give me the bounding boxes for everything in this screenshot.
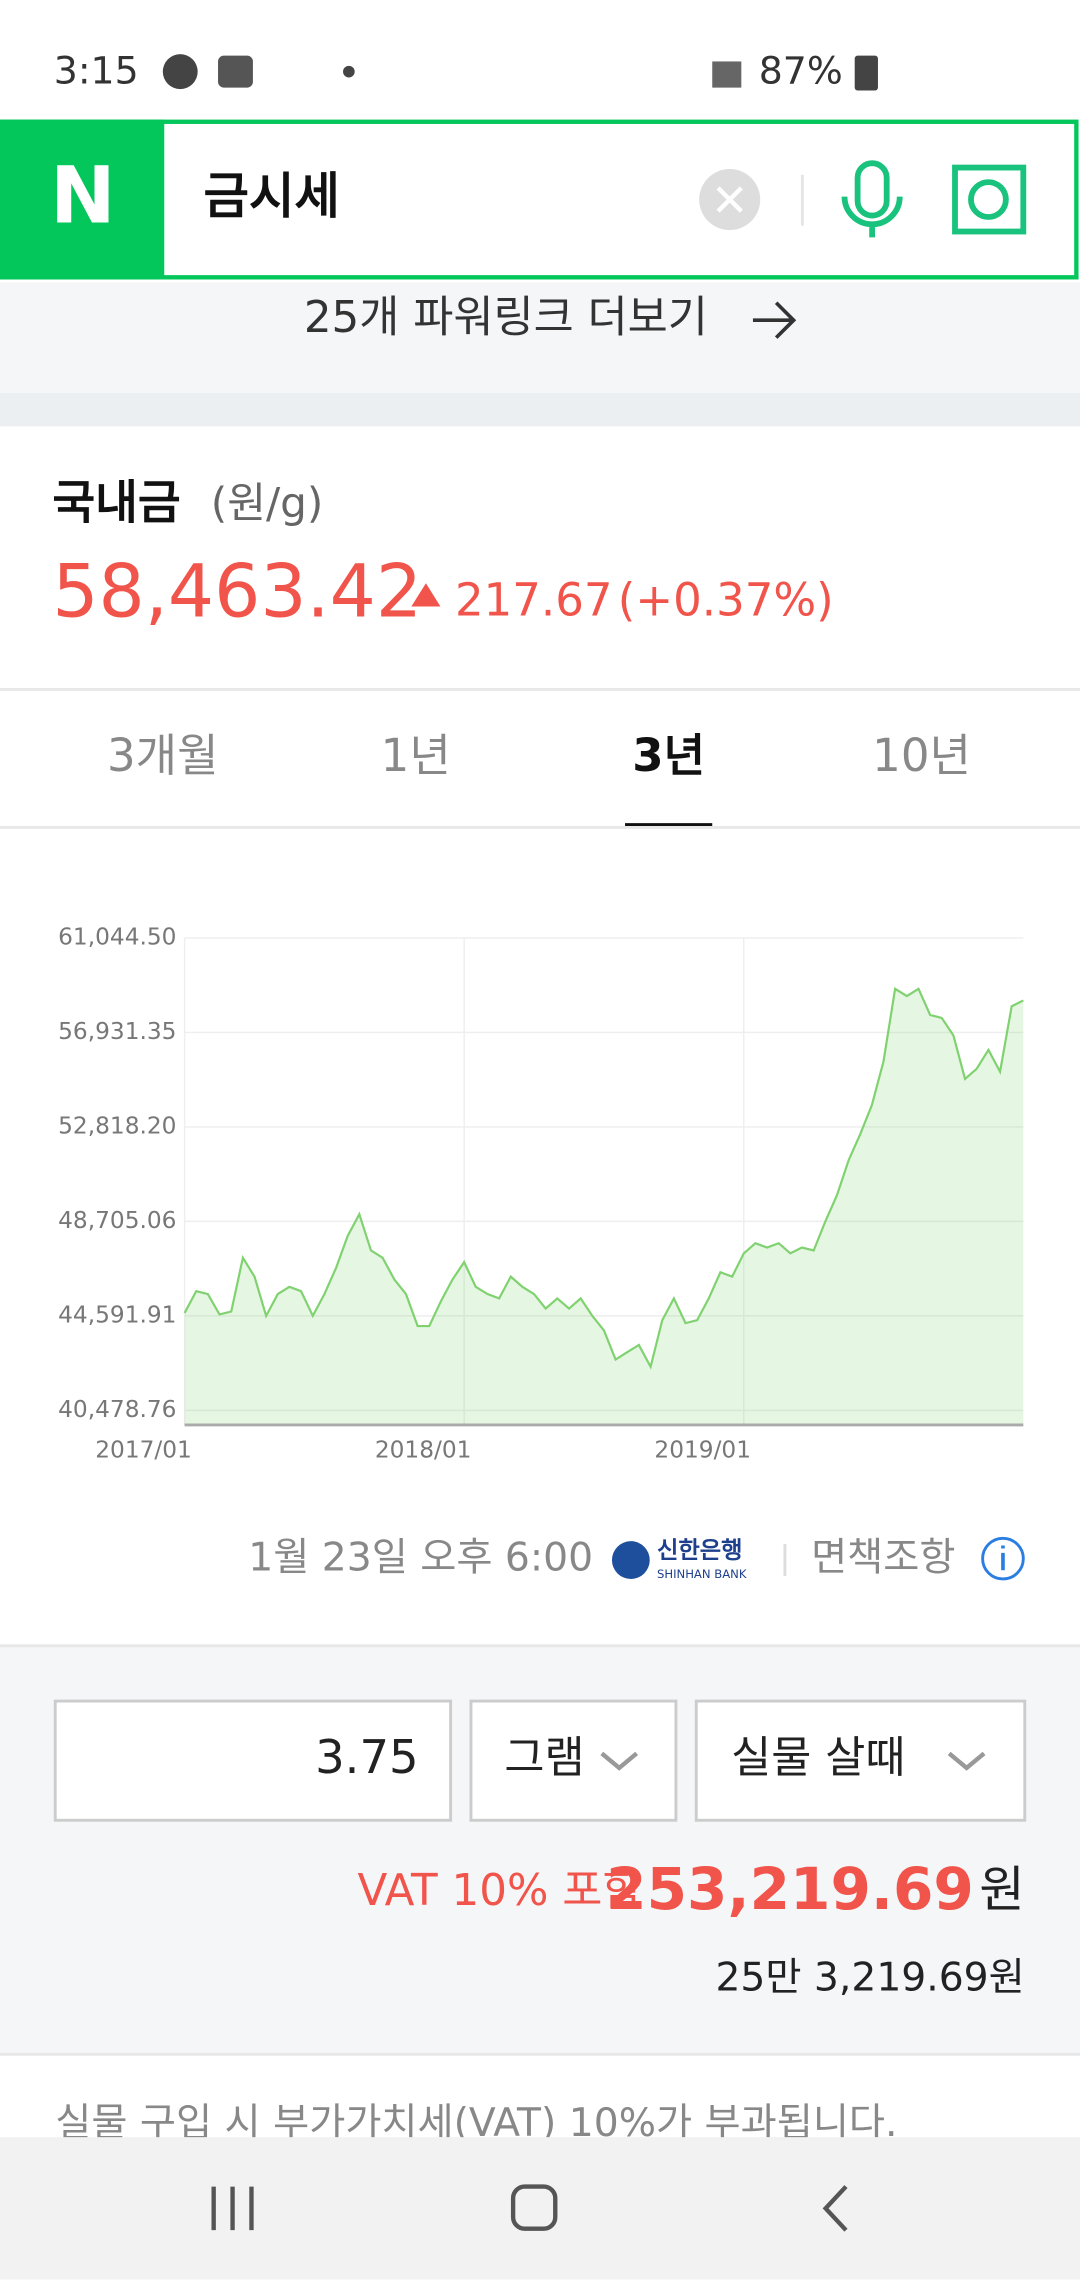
y-tick-label: 52,818.20 <box>58 1112 176 1139</box>
mode-value[interactable]: 실물 살때 <box>731 1734 905 1784</box>
tab[interactable]: 3년 <box>632 729 705 782</box>
x-tick-label: 2017/01 <box>95 1437 192 1464</box>
unit-select[interactable] <box>469 1699 678 1822</box>
tab[interactable]: 1년 <box>381 729 451 782</box>
price-line <box>183 987 1024 1370</box>
y-tick-label: 44,591.91 <box>58 1301 176 1328</box>
info-button[interactable] <box>981 1536 1025 1581</box>
disclaimer-link[interactable]: 면책조항 <box>811 1536 955 1581</box>
price-title: 국내금 <box>52 476 180 530</box>
total-price: 253,219.69 <box>606 1855 974 1923</box>
y-tick-label: 61,044.50 <box>58 923 176 950</box>
image-search[interactable] <box>952 164 1027 235</box>
price-unit: (원/g) <box>211 479 324 528</box>
y-tick-label: 48,705.06 <box>58 1207 176 1234</box>
battery-level: 87% <box>759 49 843 93</box>
tab-indicator <box>625 823 713 828</box>
price-value: 58,463.42 <box>52 550 422 634</box>
bank-name-en: SHINHAN BANK <box>657 1567 747 1581</box>
recent-apps[interactable] <box>211 2186 254 2231</box>
x-tick-label: 2019/01 <box>654 1437 751 1464</box>
naver-logo[interactable]: N <box>50 149 116 241</box>
powerlink-more[interactable]: 25개 파워링크 더보기 <box>304 293 708 343</box>
y-tick-label: 56,931.35 <box>58 1018 176 1045</box>
area-fill <box>184 988 1024 1425</box>
clear-button[interactable] <box>699 169 761 231</box>
unit-value[interactable]: 그램 <box>504 1734 584 1784</box>
home-button[interactable] <box>510 2184 558 2231</box>
tab[interactable]: 10년 <box>872 729 971 782</box>
vat-label: VAT 10% 포함 <box>358 1866 643 1916</box>
total-korean: 25만 3,219.69원 <box>715 1956 1024 2001</box>
status-time: 3:15 <box>54 49 139 93</box>
amount-input[interactable] <box>53 1699 453 1822</box>
voice-search[interactable] <box>841 160 903 238</box>
back-button[interactable] <box>822 2185 848 2232</box>
y-tick-label: 40,478.76 <box>58 1396 176 1423</box>
mode-select[interactable] <box>694 1699 1027 1822</box>
price-change: 217.67 <box>455 574 613 627</box>
search-query[interactable]: 금시세 <box>203 167 339 225</box>
currency: 원 <box>979 1860 1024 1918</box>
tab[interactable]: 3개월 <box>107 729 219 782</box>
timestamp: 1월 23일 오후 6:00 <box>248 1536 593 1581</box>
x-tick-label: 2018/01 <box>375 1437 472 1464</box>
bank-name: 신한은행 <box>657 1537 743 1564</box>
amount-value[interactable]: 3.75 <box>315 1730 419 1784</box>
price-change-pct: (+0.37%) <box>618 574 834 627</box>
